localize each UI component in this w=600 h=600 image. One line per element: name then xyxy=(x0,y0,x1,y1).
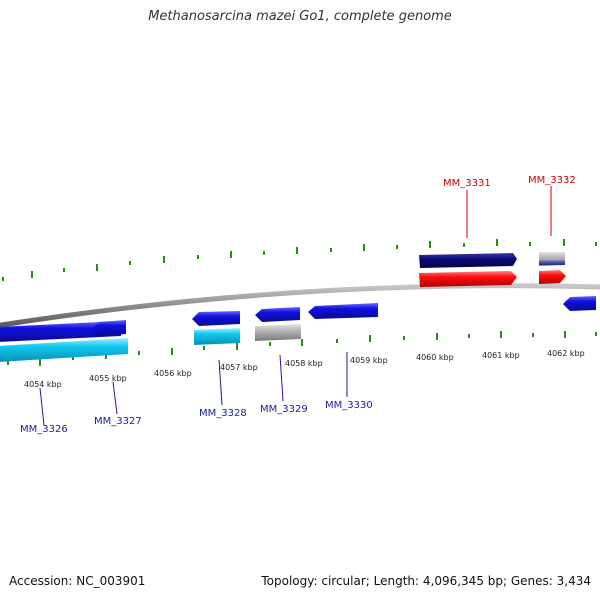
forward-features xyxy=(419,252,566,287)
cds-mm3331 xyxy=(419,253,517,268)
cds-mm3332-inner xyxy=(539,259,565,265)
inner-tick-scale xyxy=(7,331,597,366)
cds-mm3329 xyxy=(255,307,300,322)
map-title: Methanosarcina mazei Go1, complete genom… xyxy=(148,9,452,24)
gene-label-mm3329: MM_3329 xyxy=(260,404,308,415)
scale-label-4060: 4060 kbp xyxy=(416,353,454,362)
gene-mm3331 xyxy=(419,271,517,287)
gene-labels: MM_3331 MM_3332 MM_3326 MM_3327 MM_3328 … xyxy=(20,175,576,435)
genome-summary-text: Topology: circular; Length: 4,096,345 bp… xyxy=(261,574,591,588)
gene-label-mm3331: MM_3331 xyxy=(443,178,491,189)
accession-text: Accession: NC_003901 xyxy=(9,574,146,588)
gene-label-mm3330: MM_3330 xyxy=(325,400,373,411)
outer-tick-scale xyxy=(2,239,597,281)
scale-labels: 4054 kbp 4055 kbp 4056 kbp 4057 kbp 4058… xyxy=(24,349,585,389)
gene-label-mm3327: MM_3327 xyxy=(94,416,142,427)
scale-label-4054: 4054 kbp xyxy=(24,380,62,389)
gene-label-mm3326: MM_3326 xyxy=(20,424,68,435)
gene-mm3326 xyxy=(0,338,128,362)
reverse-features xyxy=(0,296,596,362)
scale-label-4057: 4057 kbp xyxy=(220,363,258,372)
scale-label-4061: 4061 kbp xyxy=(482,351,520,360)
scale-label-4056: 4056 kbp xyxy=(154,369,192,378)
genome-backbone xyxy=(0,283,600,328)
cds-edge-right xyxy=(563,296,596,311)
gene-mm3328 xyxy=(194,328,240,345)
scale-label-4058: 4058 kbp xyxy=(285,359,323,368)
scale-label-4059: 4059 kbp xyxy=(350,356,388,365)
gene-label-mm3332: MM_3332 xyxy=(528,175,576,186)
gene-mm3329 xyxy=(255,324,301,341)
gene-label-mm3328: MM_3328 xyxy=(199,408,247,419)
scale-label-4055: 4055 kbp xyxy=(89,374,127,383)
cds-mm3327 xyxy=(92,320,126,336)
cds-mm3328 xyxy=(192,311,240,326)
cds-mm3330 xyxy=(308,303,378,319)
cds-mm3326 xyxy=(0,321,121,342)
gene-mm3332 xyxy=(539,270,566,284)
scale-label-4062: 4062 kbp xyxy=(547,349,585,358)
label-leaders xyxy=(39,186,552,426)
